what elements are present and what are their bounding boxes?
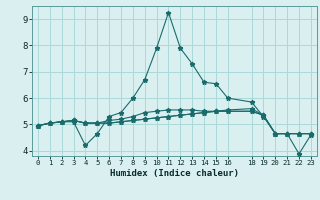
X-axis label: Humidex (Indice chaleur): Humidex (Indice chaleur) [110, 169, 239, 178]
